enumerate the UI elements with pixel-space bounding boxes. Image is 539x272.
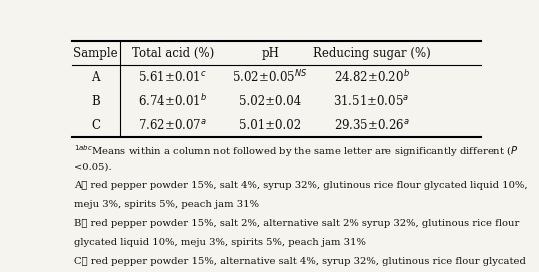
- Text: 29.35±0.26$^{a}$: 29.35±0.26$^{a}$: [334, 118, 410, 132]
- Text: 7.62±0.07$^{a}$: 7.62±0.07$^{a}$: [139, 118, 207, 132]
- Text: <0.05).: <0.05).: [74, 162, 111, 171]
- Text: meju 3%, spirits 5%, peach jam 31%: meju 3%, spirits 5%, peach jam 31%: [74, 200, 259, 209]
- Text: 6.74±0.01$^{b}$: 6.74±0.01$^{b}$: [138, 93, 207, 109]
- Text: 5.02±0.04: 5.02±0.04: [239, 95, 301, 108]
- Text: A: A: [92, 71, 100, 84]
- Text: 5.01±0.02: 5.01±0.02: [239, 119, 301, 132]
- Text: glycated liquid 10%, meju 3%, spirits 5%, peach jam 31%: glycated liquid 10%, meju 3%, spirits 5%…: [74, 238, 365, 247]
- Text: Sample: Sample: [73, 47, 118, 60]
- Text: Reducing sugar (%): Reducing sugar (%): [313, 47, 431, 60]
- Text: C: C: [91, 119, 100, 132]
- Text: 5.02±0.05$^{NS}$: 5.02±0.05$^{NS}$: [232, 69, 308, 85]
- Text: A： red pepper powder 15%, salt 4%, syrup 32%, glutinous rice flour glycated liqu: A： red pepper powder 15%, salt 4%, syrup…: [74, 181, 527, 190]
- Text: 31.51±0.05$^{a}$: 31.51±0.05$^{a}$: [334, 94, 410, 108]
- Text: pH: pH: [261, 47, 279, 60]
- Text: $^{1abc}$Means within a column not followed by the same letter are significantly: $^{1abc}$Means within a column not follo…: [74, 144, 518, 159]
- Text: Total acid (%): Total acid (%): [132, 47, 214, 60]
- Text: B: B: [91, 95, 100, 108]
- Text: B： red pepper powder 15%, salt 2%, alternative salt 2% syrup 32%, glutinous rice: B： red pepper powder 15%, salt 2%, alter…: [74, 219, 519, 228]
- Text: 5.61±0.01$^{c}$: 5.61±0.01$^{c}$: [139, 70, 207, 84]
- Text: C： red pepper powder 15%, alternative salt 4%, syrup 32%, glutinous rice flour g: C： red pepper powder 15%, alternative sa…: [74, 257, 526, 266]
- Text: 24.82±0.20$^{b}$: 24.82±0.20$^{b}$: [334, 69, 410, 85]
